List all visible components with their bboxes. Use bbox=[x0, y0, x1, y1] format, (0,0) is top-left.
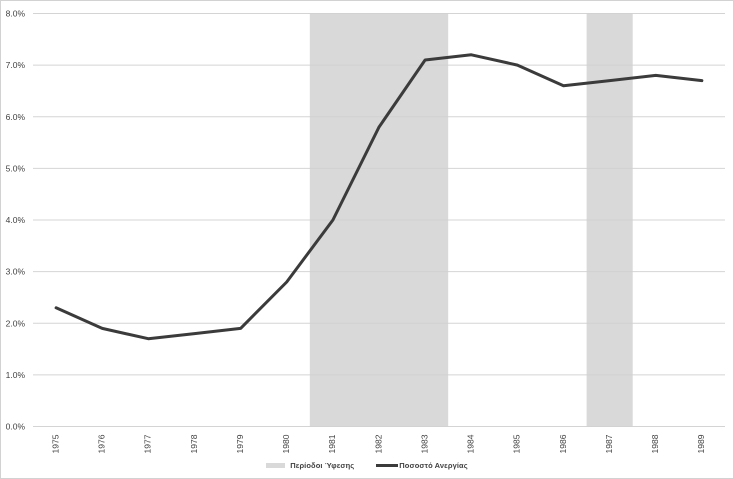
y-axis-tick-label: 0.0% bbox=[6, 422, 26, 432]
legend-label-recession-periods: Περίοδοι Ύφεσης bbox=[290, 460, 355, 470]
y-axis-tick-label: 5.0% bbox=[6, 163, 26, 173]
unemployment-rate-line bbox=[54, 53, 704, 341]
x-axis-tick-label: 1980 bbox=[281, 434, 291, 453]
y-axis-tick-label: 2.0% bbox=[6, 318, 26, 328]
x-axis-tick-label: 1986 bbox=[558, 434, 568, 453]
x-axis-tick-label: 1978 bbox=[189, 434, 199, 453]
legend-item-recession-periods: Περίοδοι Ύφεσης bbox=[266, 461, 354, 470]
x-axis-tick-label: 1989 bbox=[696, 434, 706, 453]
y-axis-tick-label: 1.0% bbox=[6, 370, 26, 380]
y-axis-tick-label: 4.0% bbox=[6, 215, 26, 225]
legend-label-unemployment-rate: Ποσοστό Ανεργίας bbox=[399, 460, 468, 470]
legend-item-unemployment-rate: Ποσοστό Ανεργίας bbox=[376, 460, 468, 470]
x-axis-tick-label: 1982 bbox=[373, 434, 383, 453]
y-axis-tick-label: 6.0% bbox=[6, 112, 26, 122]
x-axis-tick-label: 1984 bbox=[466, 434, 476, 453]
x-axis-tick-label: 1979 bbox=[235, 434, 245, 453]
x-axis-tick-label: 1977 bbox=[143, 434, 153, 453]
y-axis-tick-label: 8.0% bbox=[6, 9, 26, 19]
y-axis-tick-label: 3.0% bbox=[6, 267, 26, 277]
x-axis-tick-label: 1983 bbox=[419, 434, 429, 453]
x-axis-tick-label: 1976 bbox=[96, 434, 106, 453]
x-axis-tick-label: 1988 bbox=[650, 434, 660, 453]
x-axis-tick-label: 1975 bbox=[50, 434, 60, 453]
recession-band-swatch-icon bbox=[266, 462, 286, 468]
x-axis-tick-label: 1987 bbox=[604, 434, 614, 453]
x-axis-tick-label: 1985 bbox=[512, 434, 522, 453]
legend: Περίοδοι Ύφεσης Ποσοστό Ανεργίας bbox=[1, 459, 733, 471]
y-axis-tick-label: 7.0% bbox=[6, 60, 26, 70]
unemployment-line-swatch-icon bbox=[376, 463, 399, 467]
x-axis-tick-label: 1981 bbox=[327, 434, 337, 453]
